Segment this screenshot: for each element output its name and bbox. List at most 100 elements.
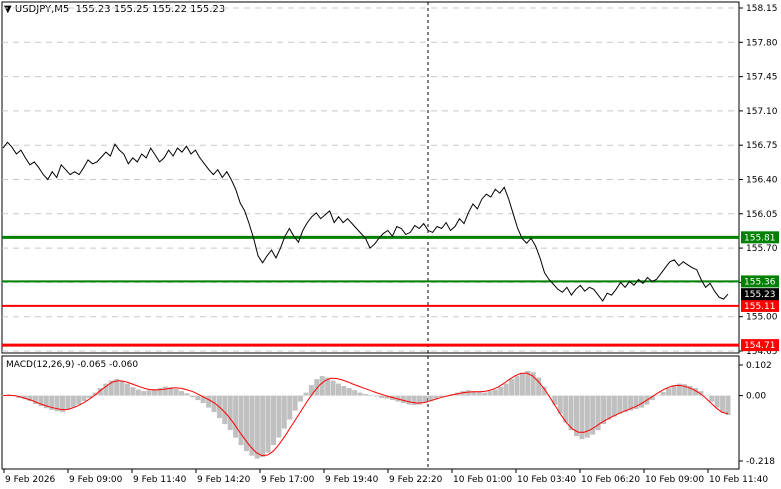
macd-histogram-bar [693,388,699,396]
x-tick-label: 10 Feb 11:40 [709,475,768,485]
macd-histogram-bar [379,395,385,398]
macd-header: MACD(12,26,9) -0.065 -0.060 [6,360,139,370]
macd-histogram-bar [303,392,309,396]
macd-histogram-bar [465,390,471,396]
y-tick-label: 158.15 [746,4,778,14]
macd-histogram-bar [108,380,114,396]
x-tick-label: 10 Feb 01:00 [453,475,512,485]
macd-histogram-bar [70,395,76,408]
x-tick-label: 9 Feb 19:40 [325,475,379,485]
macd-histogram-bar [536,377,542,396]
macd-histogram-bar [584,395,590,438]
triangle-down-icon[interactable]: ▼ [4,4,12,15]
macd-histogram-bar [514,376,520,396]
macd-histogram-bar [509,379,515,396]
macd-histogram-bar [519,373,525,396]
macd-histogram-bar [601,395,607,425]
macd-histogram-bar [0,395,6,397]
macd-histogram-bar [162,386,168,396]
y-tick-label: 157.45 [746,73,778,83]
macd-histogram-bar [590,395,596,435]
macd-histogram-bar [54,395,60,412]
y-tick-label: 154.65 [746,347,778,357]
macd-histogram-bar [433,395,439,399]
macd-histogram-bar [22,395,28,400]
macd-histogram-bar [60,395,66,413]
y-tick-label: 155.70 [746,244,778,254]
macd-histogram-bar [114,379,120,396]
level-price-tag [741,299,779,312]
macd-y-tick-label: -0.218 [746,457,775,467]
macd-histogram-bar [525,371,531,396]
macd-histogram-bar [563,395,569,423]
macd-histogram-bar [195,395,201,401]
macd-histogram-bar [173,389,179,396]
macd-histogram-bar [476,392,482,396]
macd-histogram-bar [438,395,444,398]
macd-y-tick-label: 0.102 [746,361,772,371]
macd-histogram-bar [276,395,282,438]
macd-histogram-bar [335,383,341,396]
macd-histogram-bar [227,395,233,431]
macd-histogram-bar [38,395,44,407]
macd-histogram-bar [606,395,612,420]
macd-histogram-bar [655,395,661,397]
macd-histogram-bar [287,395,293,420]
macd-histogram-bar [135,389,141,396]
macd-histogram-bar [482,392,488,396]
current-price-label: 155.23 [744,290,776,300]
macd-histogram-bar [76,395,82,405]
macd-histogram-bar [503,383,509,396]
x-tick-label: 9 Feb 2026 [5,475,56,485]
macd-histogram-bar [141,391,147,396]
macd-signal-line [2,372,729,457]
macd-histogram-bar [81,395,87,401]
macd-histogram-bar [352,390,358,396]
macd-histogram-bar [687,386,693,396]
macd-histogram-bar [579,395,585,440]
ohlc-readout: 155.23 155.25 155.22 155.23 [75,4,226,15]
level-price-tag [741,231,779,244]
x-tick-label: 10 Feb 03:40 [517,475,576,485]
macd-histogram-bar [243,395,249,452]
macd-histogram-bar [65,395,71,410]
macd-histogram-bar [200,395,206,404]
macd-histogram-bar [43,395,49,409]
macd-histogram-bar [151,389,157,396]
macd-histogram-bar [682,384,688,396]
macd-histogram-bar [233,395,239,438]
y-tick-label: 156.75 [746,141,778,151]
macd-histogram-bar [665,388,671,396]
macd-histogram-bar [206,395,212,408]
level-price-label: 155.11 [744,302,776,312]
macd-histogram-bar [298,395,304,402]
current-price-tag [741,288,779,301]
chart-header: ▼ USDJPY,M5 155.23 155.25 155.22 155.23 [4,4,225,15]
macd-histogram-bar [49,395,55,410]
macd-histogram-bar [714,395,720,408]
macd-histogram-bar [725,395,731,416]
macd-histogram-bar [638,395,644,408]
macd-histogram-bar [427,395,433,401]
macd-histogram-bar [292,395,298,411]
level-price-tag [741,275,779,288]
macd-histogram-bar [709,395,715,402]
macd-histogram-bar [633,395,639,410]
macd-histogram-bar [308,385,314,396]
macd-histogram-bar [222,395,228,425]
y-tick-label: 157.80 [746,38,778,48]
macd-histogram-bar [649,395,655,401]
macd-histogram-bar [189,395,195,398]
macd-histogram-bar [574,395,580,437]
y-tick-label: 156.40 [746,176,778,186]
macd-histogram-bar [254,395,260,459]
macd-histogram-bar [498,386,504,396]
macd-pane-frame [1,355,740,470]
macd-histogram-bar [622,395,628,413]
macd-histogram-bar [487,391,493,396]
macd-histogram-bar [492,389,498,396]
level-price-label: 155.81 [744,233,776,243]
macd-histogram-bar [157,388,163,396]
macd-histogram-bar [146,390,152,396]
